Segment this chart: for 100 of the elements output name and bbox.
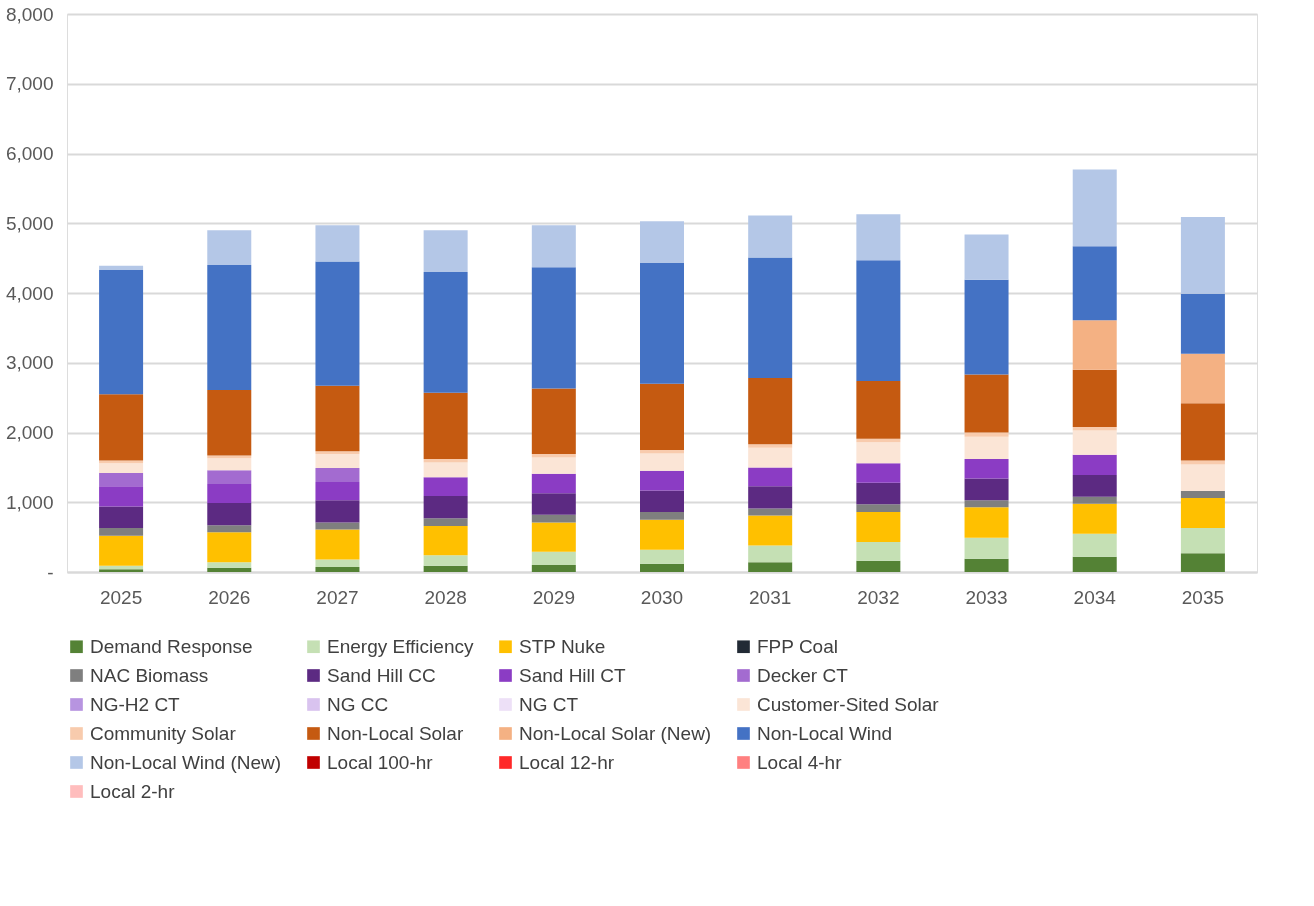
bar <box>1180 353 1225 404</box>
x-tick-label: 2025 <box>99 586 143 608</box>
bar <box>531 565 576 572</box>
bar <box>423 555 468 566</box>
legend-label: Local 4-hr <box>757 751 843 773</box>
legend-label: Customer-Sited Solar <box>757 693 940 715</box>
bar <box>856 260 901 381</box>
legend-label: Community Solar <box>90 722 237 744</box>
x-tick-label: 2033 <box>965 586 1008 608</box>
bar <box>1180 403 1225 461</box>
bar <box>1072 369 1117 427</box>
bar <box>1072 246 1117 321</box>
bar <box>315 500 360 523</box>
bar <box>315 482 360 501</box>
bar <box>207 532 252 563</box>
x-tick-label: 2032 <box>857 586 900 608</box>
bar <box>964 478 1009 501</box>
bar <box>207 484 252 503</box>
bar <box>1180 464 1225 492</box>
bar <box>748 467 793 487</box>
bar <box>315 385 360 452</box>
bar <box>207 470 252 485</box>
bar <box>99 472 144 487</box>
bar <box>315 451 360 455</box>
legend-label: Sand Hill CC <box>327 664 436 686</box>
bar <box>315 559 360 568</box>
bar <box>315 567 360 572</box>
bar <box>207 502 252 526</box>
bar <box>315 261 360 386</box>
bar <box>1072 533 1117 557</box>
bar <box>1180 528 1225 554</box>
bar <box>640 453 684 471</box>
bar <box>856 214 901 261</box>
bar <box>1180 293 1225 354</box>
bar <box>207 458 252 471</box>
legend-label: Decker CT <box>757 664 849 686</box>
bar <box>315 522 360 530</box>
bar <box>99 269 144 395</box>
bar <box>1072 454 1117 476</box>
bar <box>531 454 576 458</box>
bar <box>315 468 360 483</box>
bar <box>640 470 684 491</box>
legend-label: NG-H2 CT <box>90 693 181 715</box>
legend-label: Sand Hill CT <box>519 664 627 686</box>
bar <box>640 519 684 550</box>
y-tick-label: 1,000 <box>5 491 54 513</box>
bar <box>964 436 1009 460</box>
bar <box>640 221 684 264</box>
bar <box>640 490 684 513</box>
x-tick-label: 2030 <box>640 586 684 608</box>
bar <box>531 514 576 523</box>
bar <box>748 447 793 468</box>
legend-label: NAC Biomass <box>90 664 209 686</box>
bar <box>1072 496 1117 504</box>
bar <box>531 225 576 268</box>
bar <box>207 265 252 390</box>
bar <box>748 508 793 516</box>
bar <box>423 462 468 478</box>
bar <box>856 380 901 439</box>
y-tick-label: 7,000 <box>5 73 54 95</box>
x-tick-label: 2031 <box>749 586 792 608</box>
bar <box>531 551 576 566</box>
bar <box>99 569 144 572</box>
bar <box>964 537 1009 559</box>
bar <box>856 542 901 561</box>
bar <box>207 567 252 572</box>
bar <box>964 507 1009 538</box>
bar <box>99 463 144 473</box>
bar <box>531 493 576 515</box>
bar <box>423 495 468 519</box>
legend-label: Demand Response <box>90 635 253 657</box>
bar <box>315 225 360 262</box>
bar <box>207 562 252 568</box>
bar <box>207 230 252 266</box>
bar <box>99 535 144 566</box>
bar <box>856 560 901 572</box>
bar <box>640 263 684 384</box>
bar <box>640 549 684 564</box>
legend-label: FPP Coal <box>757 635 838 657</box>
bar <box>423 392 468 460</box>
bar <box>748 444 793 448</box>
legend-label: Non-Local Wind <box>757 722 893 744</box>
bar <box>964 459 1009 479</box>
legend-label: Non-Local Wind (New) <box>90 751 282 773</box>
bar <box>1072 475 1117 497</box>
legend-label: Local 100-hr <box>327 751 434 773</box>
legend-label: NG CT <box>519 693 579 715</box>
y-tick-label: 6,000 <box>5 143 54 164</box>
bar <box>1072 169 1117 247</box>
bar <box>964 558 1009 572</box>
bar <box>423 477 468 496</box>
bar <box>856 463 901 483</box>
bar <box>1180 553 1225 572</box>
bar <box>640 563 684 572</box>
bar <box>1072 556 1117 572</box>
bar <box>640 383 684 450</box>
bar <box>99 460 144 464</box>
bar <box>423 518 468 526</box>
bar <box>964 500 1009 508</box>
legend-label: Non-Local Solar <box>327 722 464 744</box>
